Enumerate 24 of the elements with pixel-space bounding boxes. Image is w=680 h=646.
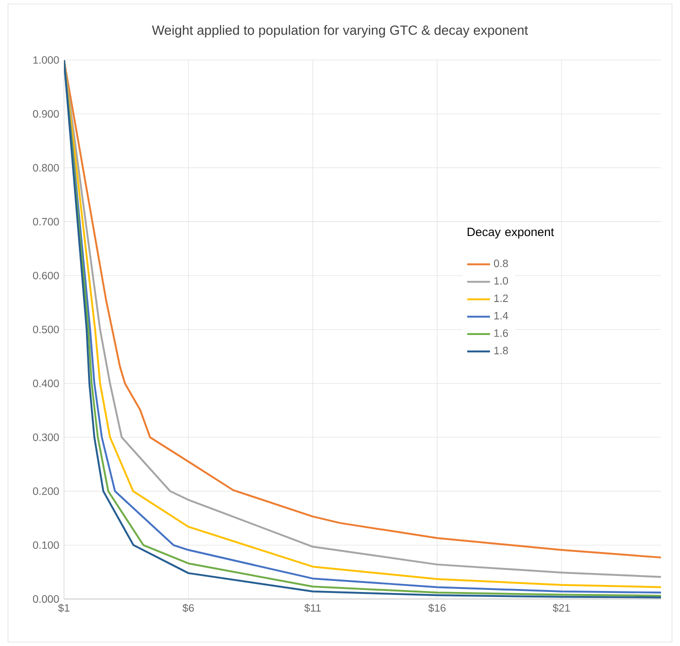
legend-label: 0.8 — [494, 260, 508, 268]
y-tick-label: 0.600 — [33, 272, 59, 280]
y-tick-label: 0.100 — [33, 541, 59, 549]
y-tick-label: 1.000 — [33, 56, 59, 64]
y-tick-label: 0.500 — [33, 326, 59, 334]
legend-label: 1.0 — [494, 277, 508, 285]
x-tick-label: $21 — [552, 604, 570, 612]
y-tick-label: 0.000 — [33, 595, 59, 603]
x-tick-label: $16 — [428, 604, 446, 612]
x-tick-label: $6 — [182, 604, 194, 612]
y-tick-label: 0.700 — [33, 218, 59, 226]
x-tick-label: $11 — [304, 604, 321, 612]
legend-label: 1.4 — [494, 312, 508, 320]
y-tick-label: 0.200 — [33, 487, 59, 495]
y-tick-label: 0.900 — [33, 110, 59, 118]
y-tick-label: 0.400 — [33, 380, 59, 388]
chart-title: Weight applied to population for varying GTC & decay exponent — [152, 25, 528, 38]
y-tick-label: 0.300 — [33, 434, 59, 442]
legend-label: 1.8 — [494, 346, 508, 354]
legend-label: 1.2 — [494, 294, 508, 302]
legend-label: 1.6 — [494, 329, 508, 337]
y-tick-label: 0.800 — [33, 164, 59, 172]
x-tick-label: $1 — [58, 604, 70, 612]
legend-title: Decay exponent — [468, 228, 554, 239]
